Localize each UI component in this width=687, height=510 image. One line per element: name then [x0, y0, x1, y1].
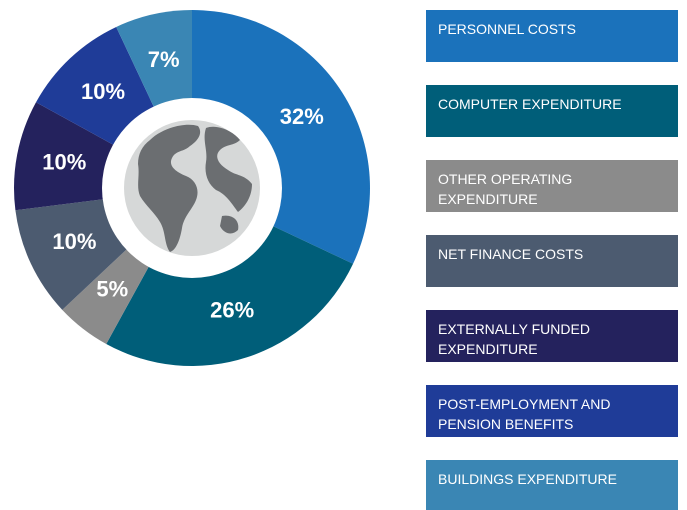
globe-icon: [124, 120, 260, 256]
legend-label: NET FINANCE COSTS: [438, 246, 584, 262]
value-label: 10%: [42, 149, 86, 174]
legend-entry: POST-EMPLOYMENT AND PENSION BENEFITS: [426, 385, 678, 437]
legend-entry: NET FINANCE COSTS: [426, 235, 678, 287]
legend-entry: PERSONNEL COSTS: [426, 10, 678, 62]
legend-entry: EXTERNALLY FUNDED EXPENDITURE: [426, 310, 678, 362]
value-label: 26%: [210, 297, 254, 322]
value-label: 10%: [81, 79, 125, 104]
legend-entry: COMPUTER EXPENDITURE: [426, 85, 678, 137]
donut-chart: 32%26%5%10%10%10%7%: [14, 10, 370, 366]
legend-label: COMPUTER EXPENDITURE: [438, 96, 622, 112]
value-label: 7%: [148, 47, 180, 72]
value-labels: 32%26%5%10%10%10%7%: [42, 47, 324, 323]
legend-entry: BUILDINGS EXPENDITURE: [426, 460, 678, 510]
value-label: 10%: [52, 229, 96, 254]
legend-label: POST-EMPLOYMENT AND PENSION BENEFITS: [438, 396, 611, 432]
legend-label: EXTERNALLY FUNDED EXPENDITURE: [438, 321, 590, 357]
legend-entry: OTHER OPERATING EXPENDITURE: [426, 160, 678, 212]
legend-label: OTHER OPERATING EXPENDITURE: [438, 171, 573, 207]
value-label: 32%: [280, 104, 324, 129]
value-label: 5%: [96, 277, 128, 302]
legend-label: PERSONNEL COSTS: [438, 21, 576, 37]
legend-label: BUILDINGS EXPENDITURE: [438, 471, 617, 487]
